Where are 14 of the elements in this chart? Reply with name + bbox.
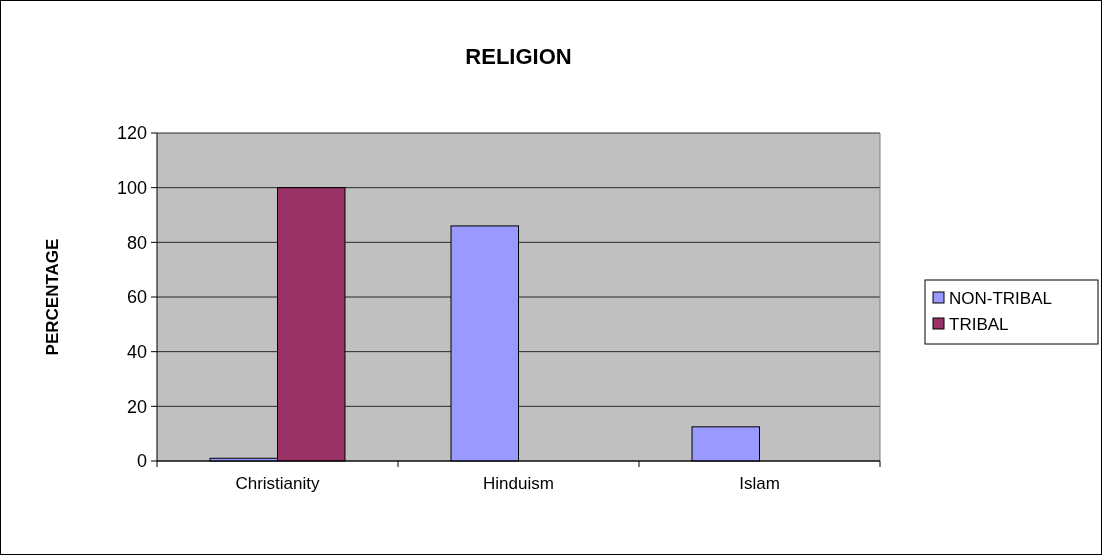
y-tick-label: 0 xyxy=(136,451,147,472)
y-tick-label: 80 xyxy=(126,232,147,253)
x-tick-label: Hinduism xyxy=(483,474,554,493)
y-tick-label: 60 xyxy=(126,287,147,308)
legend-label: TRIBAL xyxy=(949,314,1009,334)
x-tick-label: Christianity xyxy=(235,474,321,493)
y-tick-label: 40 xyxy=(126,341,147,362)
chart-title: RELIGION xyxy=(465,44,572,69)
y-tick-label: 100 xyxy=(116,177,147,198)
x-tick-label: Islam xyxy=(739,474,780,493)
y-tick-label: 20 xyxy=(126,396,147,417)
y-tick-label: 120 xyxy=(116,123,147,144)
legend-label: NON-TRIBAL xyxy=(949,288,1052,308)
y-axis-title: PERCENTAGE xyxy=(43,238,62,356)
